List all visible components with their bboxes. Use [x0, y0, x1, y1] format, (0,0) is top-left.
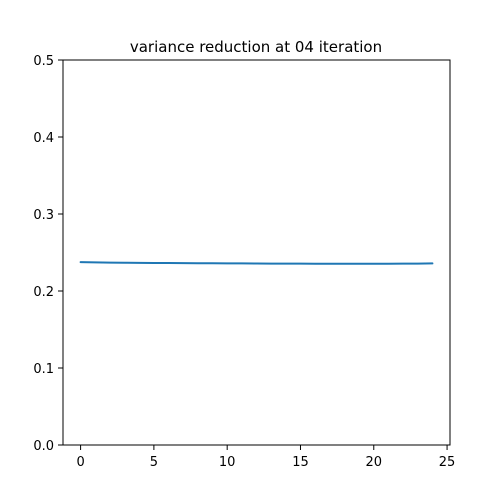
y-tick-label: 0.0	[33, 439, 54, 454]
y-tick-label: 0.3	[33, 208, 54, 223]
plot-area: 0 5 10 15 20 25 0.0 0.1 0.2 0.3 0.4 0.5	[33, 54, 455, 470]
x-tick-label: 25	[439, 455, 456, 470]
x-tick-label: 0	[76, 455, 84, 470]
axes-frame	[62, 59, 451, 446]
y-tick-label: 0.5	[33, 54, 54, 69]
x-tick-label: 20	[365, 455, 382, 470]
y-tick-label: 0.1	[33, 362, 54, 377]
y-tick-label: 0.4	[33, 131, 54, 146]
x-tick-label: 10	[219, 455, 236, 470]
x-tick-label: 5	[150, 455, 158, 470]
series-line-0	[79, 261, 434, 265]
x-tick-label: 15	[292, 455, 309, 470]
y-tick-label: 0.2	[33, 285, 54, 300]
chart-title: variance reduction at 04 iteration	[130, 38, 382, 56]
